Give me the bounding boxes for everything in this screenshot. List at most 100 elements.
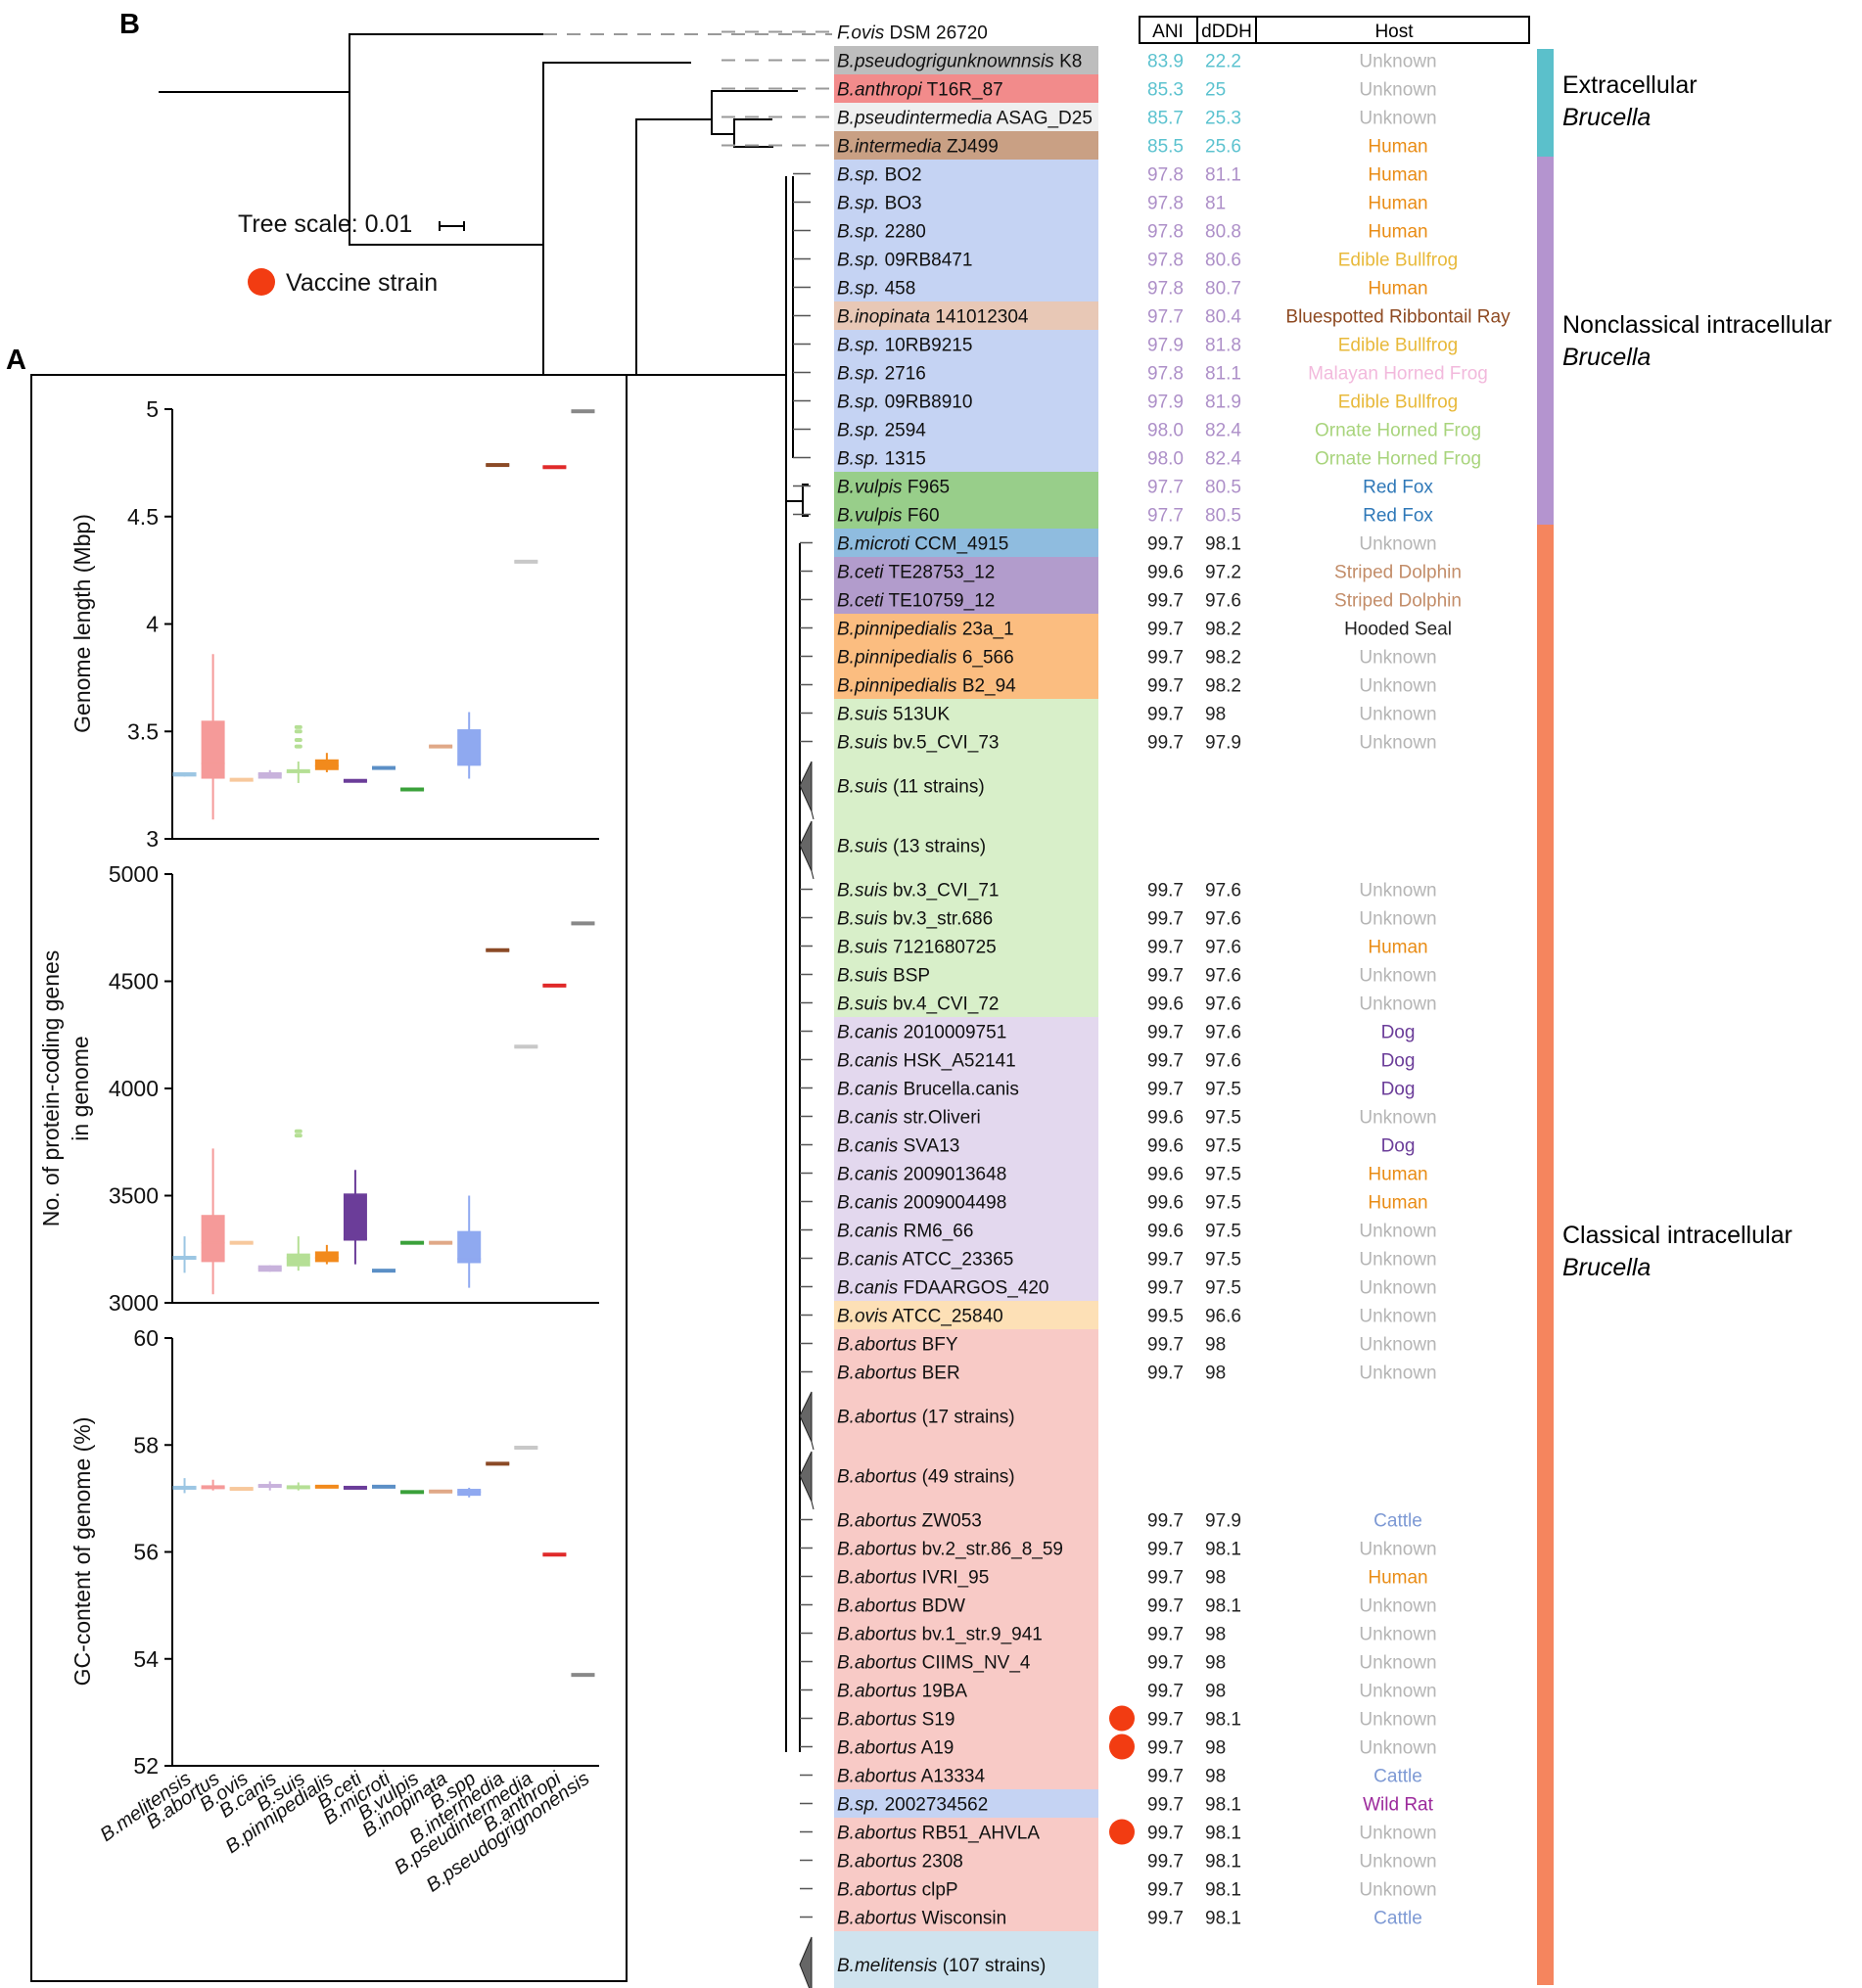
strain-row-background <box>834 1562 1098 1591</box>
host-value: Unknown <box>1359 1625 1436 1645</box>
ani-value: 99.6 <box>1147 994 1184 1015</box>
strain-row: B.canis RM6_66 99.6 97.5 Unknown <box>834 1216 1437 1244</box>
strain-name: 2280 <box>885 222 926 243</box>
tree-branch-anthropi <box>711 90 798 119</box>
strain-label: B.sp. BO3 <box>837 194 922 214</box>
strain-species: B.canis <box>837 1136 899 1157</box>
strain-species: B.suis <box>837 837 888 857</box>
collapsed-clade-triangle <box>799 1936 813 1988</box>
strain-name: HSK_A52141 <box>904 1051 1016 1072</box>
host-value: Unknown <box>1359 1278 1436 1299</box>
tree-branch-ingroup <box>349 92 543 246</box>
strain-species: B.sp. <box>837 194 879 214</box>
strain-row-background <box>834 1647 1098 1676</box>
ani-value: 85.7 <box>1147 109 1184 129</box>
ani-value: 99.6 <box>1147 1193 1184 1214</box>
collapsed-clade-tip <box>811 1441 815 1451</box>
host-value: Human <box>1368 1165 1427 1185</box>
box-iqr <box>201 1215 225 1263</box>
strain-species: F.ovis <box>837 23 885 44</box>
dddh-value: 98.1 <box>1205 1852 1241 1872</box>
strain-row: B.abortus RB51_AHVLA 99.7 98.1 Unknown <box>834 1818 1437 1846</box>
panel-label-b: B <box>119 9 140 40</box>
strain-label: B.suis (11 strains) <box>837 777 985 798</box>
strain-species: B.abortus <box>837 1710 917 1731</box>
dddh-value: 98.1 <box>1205 1795 1241 1816</box>
host-value: Unknown <box>1359 1108 1436 1129</box>
box-b-abortus <box>201 654 225 820</box>
strain-row-background <box>834 330 1098 358</box>
strain-label: B.pinnipedialis 23a_1 <box>837 620 1014 640</box>
strain-label: B.canis SVA13 <box>837 1136 959 1157</box>
strain-row-background <box>834 472 1098 500</box>
box-b-ovis <box>229 777 254 782</box>
dddh-value: 98.1 <box>1205 1824 1241 1844</box>
strain-species: B.abortus <box>837 1540 917 1560</box>
ani-value: 99.7 <box>1147 1795 1184 1816</box>
strain-name: A19 <box>921 1738 954 1759</box>
boxplot-panel: 52 54 56 58 60 GC-content of genome (%) <box>70 1325 599 1779</box>
host-value: Unknown <box>1359 733 1436 754</box>
strain-label: B.canis RM6_66 <box>837 1222 973 1242</box>
strain-row-background <box>834 1272 1098 1301</box>
strain-row-background <box>834 1017 1098 1045</box>
strain-species: B.suis <box>837 705 888 725</box>
strain-label: B.suis 513UK <box>837 705 950 725</box>
strain-row-background <box>834 585 1098 614</box>
box-b-spp <box>457 1487 482 1498</box>
strain-species: B.sp. <box>837 393 879 413</box>
host-value: Dog <box>1381 1023 1416 1043</box>
strain-name: BDW <box>922 1596 965 1617</box>
strain-row: B.sp. BO2 97.8 81.1 Human <box>834 160 1428 188</box>
strain-row: B.suis 513UK 99.7 98 Unknown <box>834 699 1437 727</box>
strain-label: B.abortus (17 strains) <box>837 1408 1015 1428</box>
strain-row-background <box>834 1074 1098 1102</box>
box-iqr <box>229 777 254 782</box>
strain-row-background <box>834 1131 1098 1159</box>
host-value: Human <box>1368 137 1427 158</box>
strain-name: 19BA <box>922 1682 968 1702</box>
strain-label: B.abortus clpP <box>837 1880 958 1901</box>
strain-name: clpP <box>922 1880 958 1901</box>
strain-label: B.abortus bv.2_str.86_8_59 <box>837 1540 1063 1560</box>
box-b-anthropi <box>542 1552 567 1557</box>
dddh-value: 97.6 <box>1205 1051 1241 1072</box>
tree-leaf-branches <box>793 172 815 1988</box>
strain-label: B.suis 7121680725 <box>837 938 997 958</box>
strain-species: B.sp. <box>837 336 879 356</box>
strain-species: B.microti <box>837 534 910 555</box>
box-iqr <box>257 771 282 779</box>
strain-label: B.intermedia ZJ499 <box>837 137 999 158</box>
strain-species: B.ceti <box>837 591 884 612</box>
strain-row-background <box>834 245 1098 273</box>
ani-value: 99.7 <box>1147 1653 1184 1674</box>
strain-row-background <box>834 188 1098 216</box>
box-b-inopinata <box>429 1489 453 1494</box>
box-b-vulpis <box>400 1490 425 1495</box>
host-value: Unknown <box>1359 1222 1436 1242</box>
ani-value: 97.7 <box>1147 506 1184 527</box>
host-value: Unknown <box>1359 966 1436 987</box>
strain-name: 2594 <box>885 421 927 441</box>
strain-row-background <box>834 1874 1098 1903</box>
ani-value: 97.9 <box>1147 336 1184 356</box>
host-value: Red Fox <box>1363 506 1433 527</box>
tree-scale-label: Tree scale: 0.01 <box>238 210 412 238</box>
strain-species: B.pinnipedialis <box>837 620 957 640</box>
strain-species: B.abortus <box>837 1653 917 1674</box>
strain-species: B.abortus <box>837 1767 917 1787</box>
strain-row: B.canis SVA13 99.6 97.5 Dog <box>834 1131 1415 1159</box>
dddh-value: 98.1 <box>1205 1880 1241 1901</box>
strain-species: B.ovis <box>837 1307 888 1327</box>
collapsed-clade-triangle <box>799 761 813 812</box>
y-tick-label: 4500 <box>109 969 159 994</box>
strain-species: B.pseudogrigunknownnsis <box>837 52 1054 72</box>
strain-species: B.suis <box>837 994 888 1015</box>
strain-name: 141012304 <box>935 307 1029 328</box>
strain-label: B.suis bv.3_str.686 <box>837 909 993 930</box>
strain-species: B.abortus <box>837 1596 917 1617</box>
ani-value: 99.7 <box>1147 648 1184 669</box>
strain-row: B.suis 7121680725 99.7 97.6 Human <box>834 932 1428 960</box>
host-value: Cattle <box>1373 1909 1422 1929</box>
dddh-value: 98 <box>1205 1335 1226 1356</box>
